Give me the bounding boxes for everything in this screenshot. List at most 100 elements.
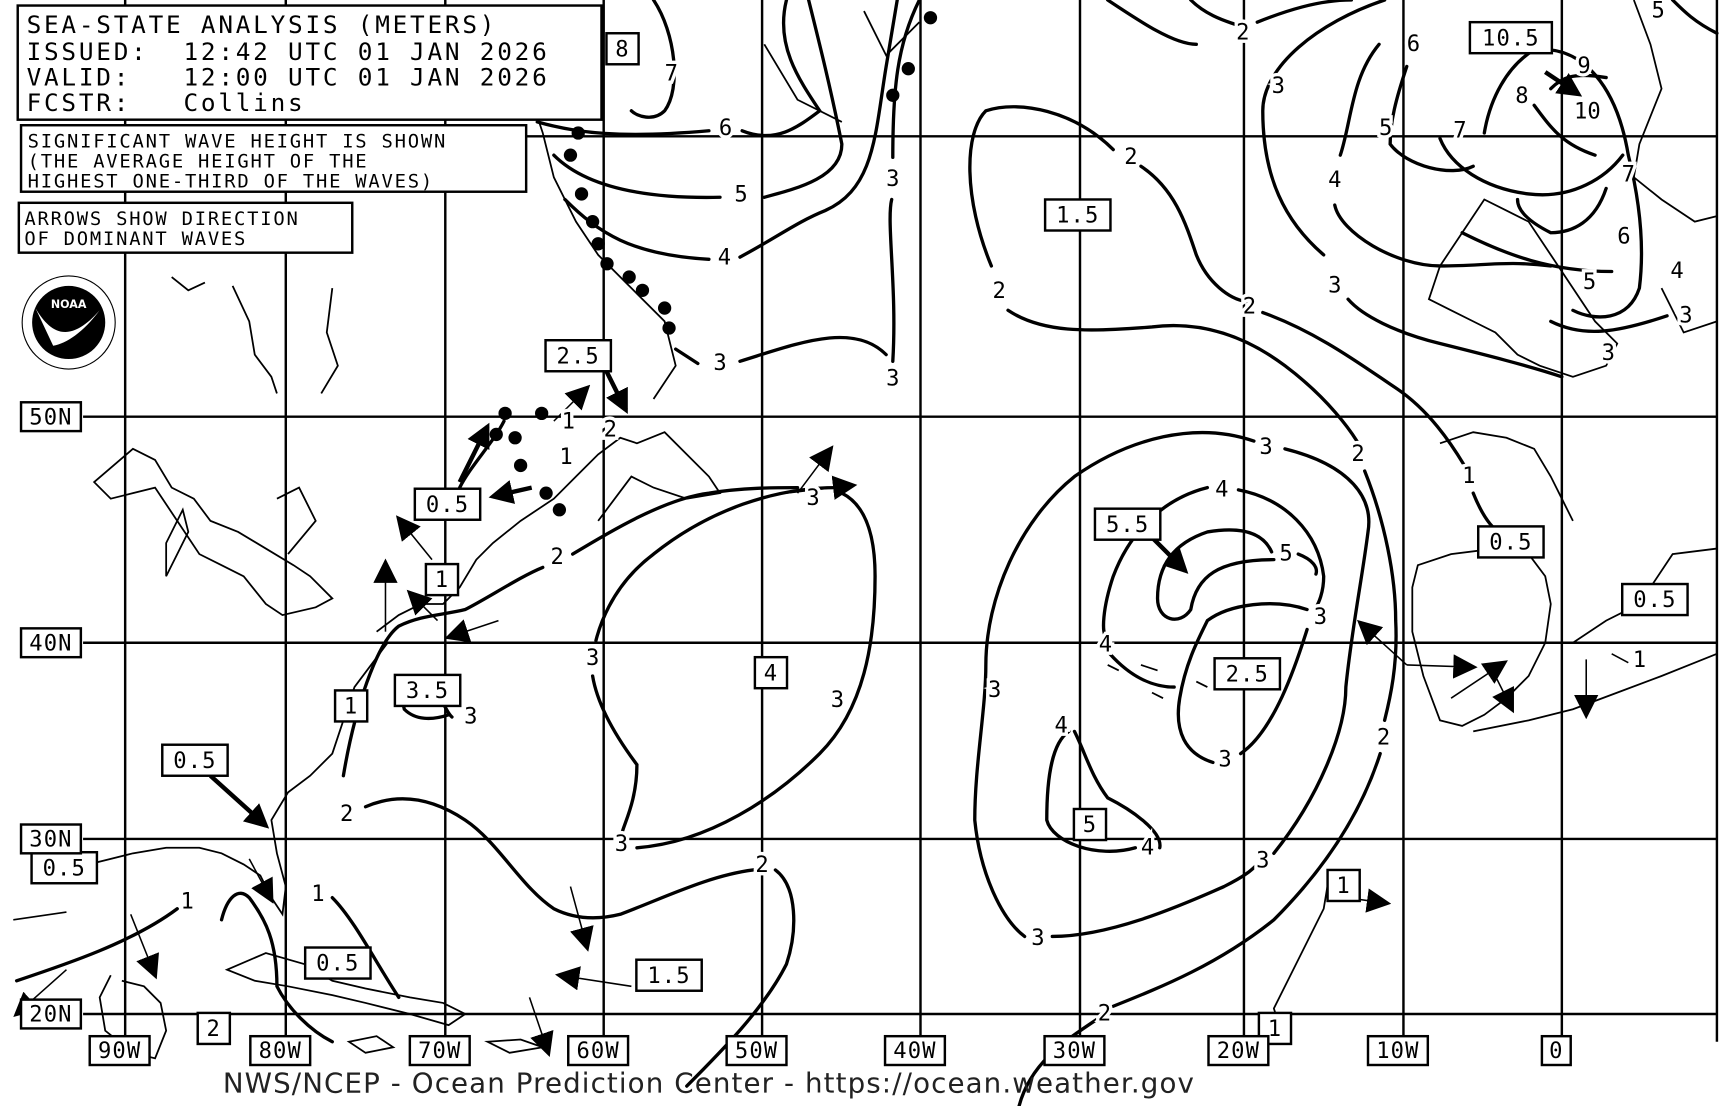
contour-label: 5 (1379, 115, 1392, 141)
boxed-value: 1.5 (1043, 198, 1112, 232)
contour-label: 5 (1279, 541, 1292, 567)
arrow-icon (1544, 70, 1583, 97)
contour-label: 1 (181, 889, 194, 915)
contour-label: 5 (1583, 269, 1596, 295)
contour-label: 8 (1515, 83, 1528, 109)
contour-label: 3 (806, 485, 819, 511)
lon-label: 60W (567, 1034, 630, 1067)
boxed-value: 5.5 (1093, 507, 1162, 541)
contour-label: 1 (311, 881, 324, 907)
arrow-icon (601, 364, 628, 415)
contour-label: 2 (550, 544, 563, 570)
note-line: SIGNIFICANT WAVE HEIGHT IS SHOWN (28, 131, 447, 152)
arrow-icon (488, 480, 533, 504)
logo-text: NOAA (51, 298, 87, 311)
lat-label-text: 50N (29, 404, 72, 430)
contour-label: 2 (992, 278, 1005, 304)
contour-label: 4 (1141, 834, 1154, 860)
boxed-value: 0.5 (1476, 525, 1545, 559)
arrow-icon (1356, 619, 1408, 666)
lon-label: 90W (88, 1034, 151, 1067)
boxed-value-text: 5.5 (1106, 512, 1149, 538)
forecaster: FCSTR: Collins (27, 88, 306, 117)
boxed-value: 0.5 (1620, 582, 1689, 617)
boxed-value-text: 1 (1268, 1016, 1282, 1042)
contour-label: 7 (1453, 117, 1466, 143)
boxed-value: 5 (1072, 807, 1108, 842)
contour-label: 3 (464, 704, 477, 730)
arrow-icon (129, 913, 159, 980)
boxed-value: 0.5 (30, 850, 99, 885)
boxed-value: 0.5 (161, 743, 229, 777)
lon-label-text: 50W (735, 1038, 778, 1064)
contour-label: 4 (1328, 167, 1341, 193)
wave-height-note: SIGNIFICANT WAVE HEIGHT IS SHOWN (THE AV… (19, 124, 528, 193)
arrow-icon (444, 619, 499, 643)
lon-label: 0 (1540, 1034, 1572, 1067)
arrow-icon (528, 997, 554, 1058)
boxed-value-text: 0.5 (173, 748, 216, 774)
contour-label: 5 (1652, 0, 1665, 24)
boxed-value-text: 0.5 (43, 855, 86, 881)
boxed-value: 0.5 (303, 946, 372, 980)
contour-label: 3 (886, 366, 899, 392)
contour-label: 2 (1098, 1001, 1111, 1027)
contour-label: 2 (1377, 725, 1390, 751)
boxed-value-text: 4 (764, 660, 778, 686)
contour-label: 3 (1272, 73, 1285, 99)
contour-label: 3 (1259, 434, 1272, 460)
contour-label: 3 (1031, 925, 1044, 951)
note-line: ARROWS SHOW DIRECTION (24, 209, 299, 230)
lat-label-text: 30N (29, 827, 72, 853)
boxed-value: 1 (1326, 868, 1361, 903)
header-block: SEA-STATE ANALYSIS (METERS) ISSUED: 12:4… (16, 4, 603, 121)
lon-label: 70W (408, 1034, 471, 1067)
boxed-value: 3.5 (393, 673, 462, 708)
latitude-labels: 50N 40N 30N 20N (19, 401, 83, 1030)
boxed-value: 4 (753, 655, 789, 690)
issued-time: ISSUED: 12:42 UTC 01 JAN 2026 (27, 37, 550, 66)
contour-label: 3 (1328, 272, 1341, 298)
boxed-value-text: 1 (435, 567, 449, 593)
contour-label: 3 (988, 677, 1001, 703)
contour-label: 3 (615, 831, 628, 857)
boxed-value: 2.5 (544, 339, 613, 373)
lon-label-text: 20W (1217, 1038, 1260, 1064)
note-line: OF DOMINANT WAVES (24, 229, 247, 250)
boxed-value-text: 2 (207, 1016, 221, 1042)
lat-label-text: 20N (29, 1002, 72, 1028)
arrow-icon (1150, 535, 1189, 574)
boxed-value-text: 2.5 (1226, 661, 1269, 687)
lat-label: 50N (19, 401, 83, 433)
lon-label: 50W (725, 1034, 788, 1067)
arrow-icon (1406, 654, 1478, 679)
lon-label-text: 40W (893, 1038, 936, 1064)
contour-label: 4 (1215, 476, 1228, 502)
lon-label: 10W (1366, 1034, 1430, 1067)
contour-label: 7 (1622, 162, 1635, 188)
arrow-icon (555, 966, 632, 991)
arrow-icon (1489, 664, 1514, 714)
boxed-value-text: 10.5 (1482, 25, 1540, 51)
lat-label: 20N (19, 998, 83, 1030)
contour-label: 3 (886, 166, 899, 192)
boxed-value: 1.5 (635, 958, 703, 992)
boxed-value: 2.5 (1213, 657, 1282, 691)
contour-label: 2 (1351, 441, 1364, 467)
lat-label-text: 40N (29, 630, 72, 656)
lat-label: 40N (19, 627, 83, 659)
contour-label: 3 (1679, 302, 1692, 328)
boxed-value-text: 5 (1083, 812, 1097, 838)
contour-label: 10 (1574, 98, 1601, 124)
lat-label: 30N (19, 823, 83, 855)
contour-label: 1 (1462, 463, 1475, 489)
arrow-icon (553, 384, 591, 422)
lon-label-text: 0 (1549, 1038, 1563, 1064)
contour-label: 7 (665, 61, 678, 87)
contour-label: 4 (1054, 712, 1067, 738)
contour-label: 3 (586, 645, 599, 671)
contour-label: 3 (1602, 340, 1615, 366)
